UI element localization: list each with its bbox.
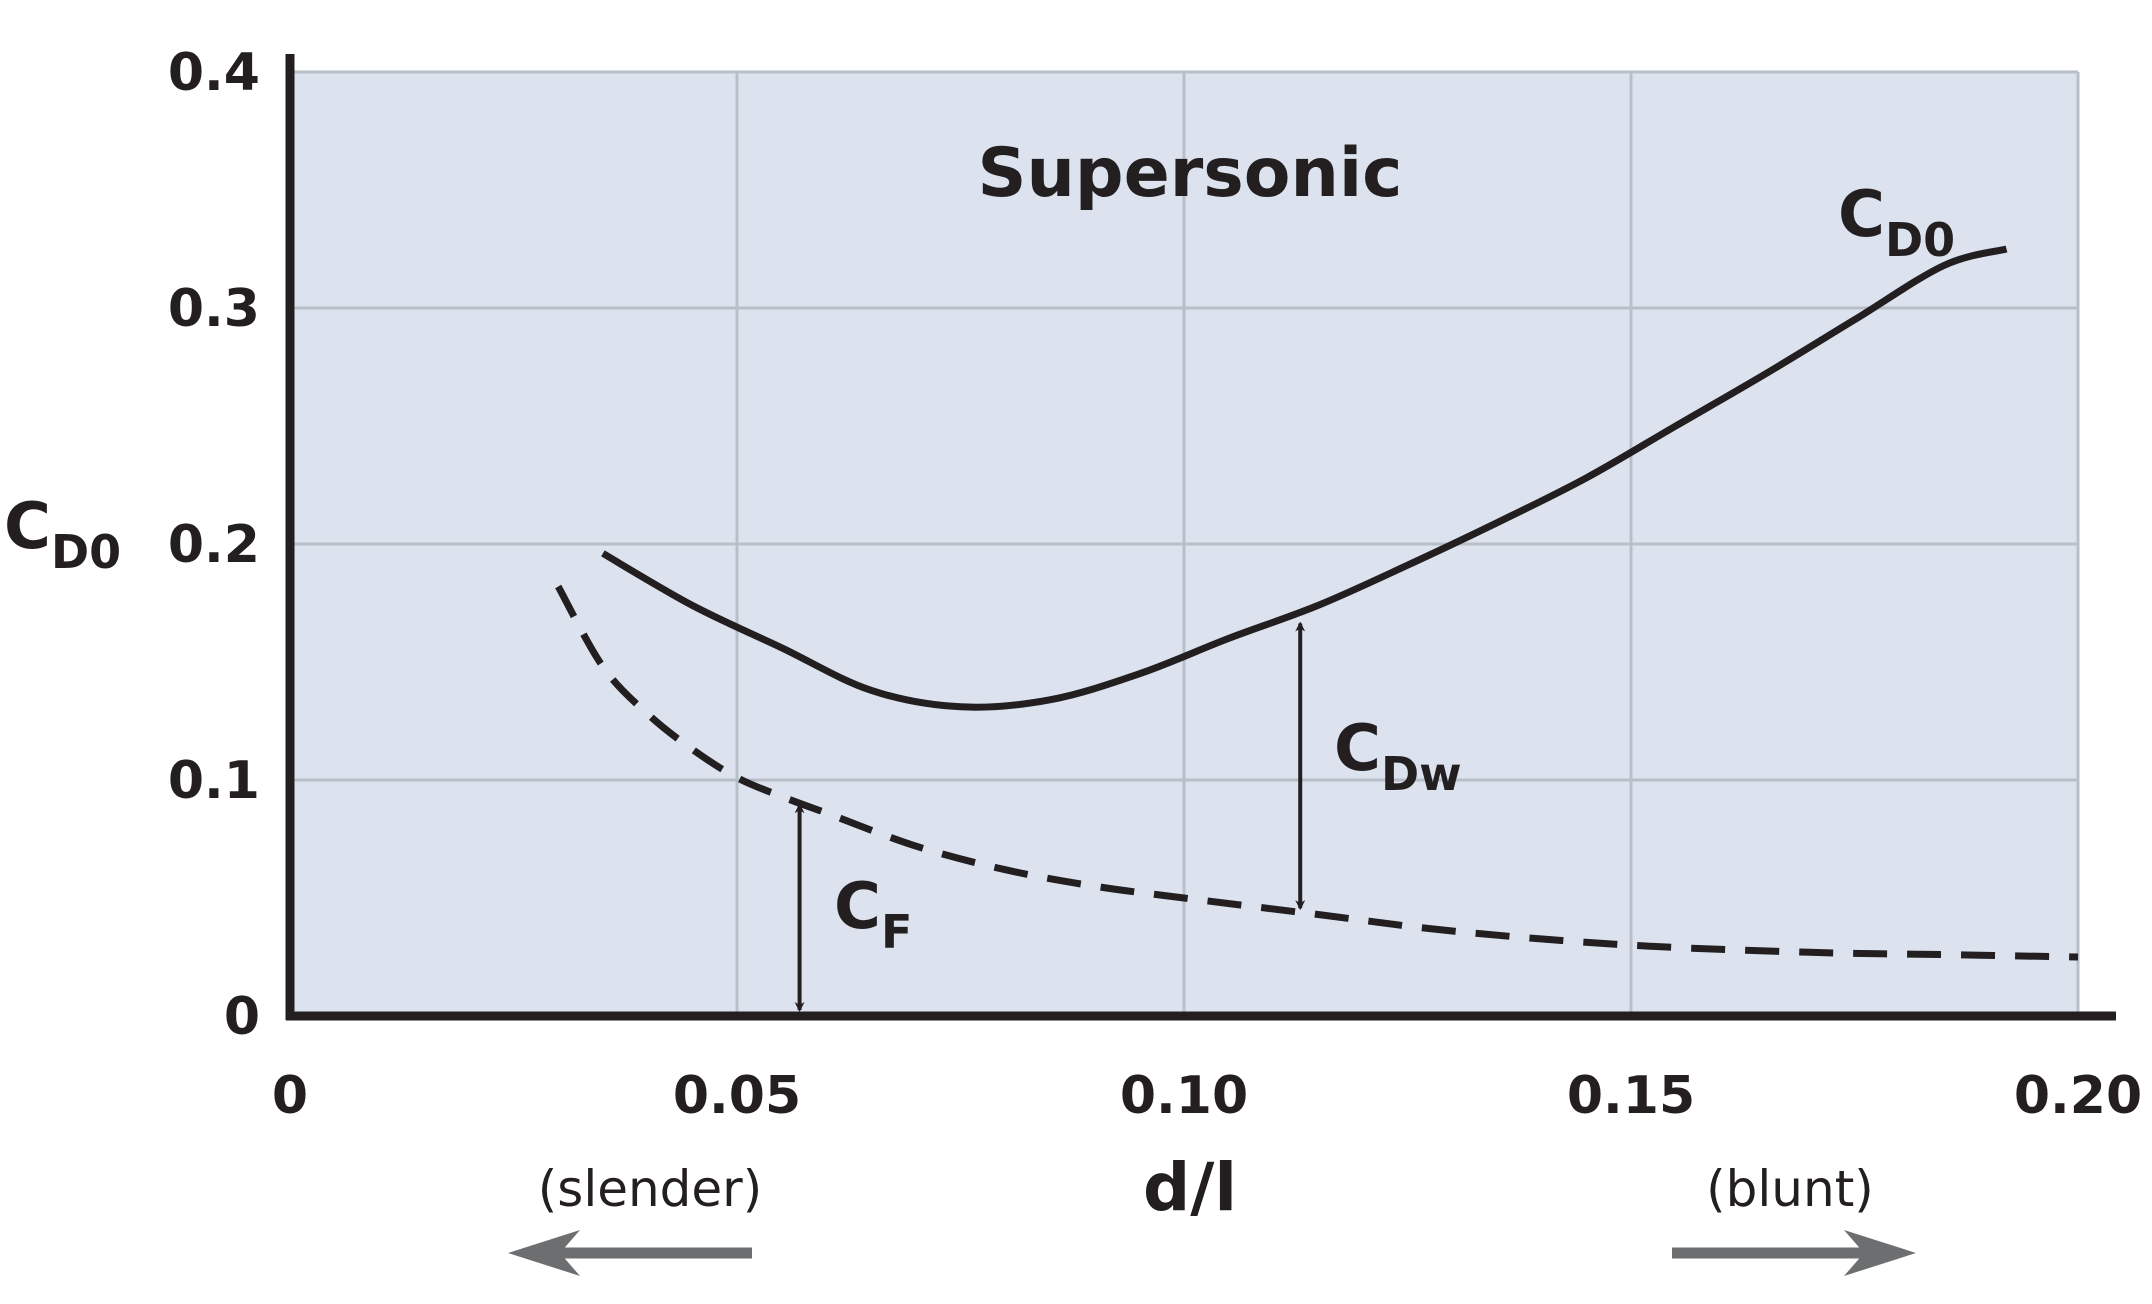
left-arrow-icon (508, 1230, 752, 1276)
x-axis-label: d/l (1143, 1149, 1237, 1226)
y-tick-label: 0.4 (168, 43, 260, 103)
x-tick-label: 0 (272, 1066, 308, 1126)
y-tick-label: 0.2 (168, 515, 260, 575)
x-tick-label: 0.10 (1120, 1066, 1248, 1126)
x-tick-label: 0.05 (673, 1066, 801, 1126)
x-tick-label: 0.20 (2014, 1066, 2142, 1126)
x-tick-label: 0.15 (1567, 1066, 1695, 1126)
y-tick-label: 0.3 (168, 279, 260, 339)
right-arrow-icon (1672, 1230, 1916, 1276)
x-tick-labels: 0 0.05 0.10 0.15 0.20 (272, 1066, 2142, 1126)
y-tick-label: 0 (224, 987, 260, 1047)
y-tick-label: 0.1 (168, 751, 260, 811)
chart-title: Supersonic (978, 134, 1403, 213)
grid (290, 70, 2080, 1016)
series-cf-dashed-line (555, 584, 2079, 961)
series-cd0-line (601, 245, 2008, 711)
cf-label: CF (834, 870, 912, 959)
y-tick-labels: 0 0.1 0.2 0.3 0.4 (168, 43, 260, 1047)
cdw-label: CDw (1334, 712, 1462, 801)
series-cd0-label: CD0 (1838, 178, 1955, 267)
blunt-note: (blunt) (1706, 1160, 1874, 1218)
y-axis-label: CD0 (4, 490, 121, 579)
slender-note: (slender) (538, 1160, 762, 1218)
